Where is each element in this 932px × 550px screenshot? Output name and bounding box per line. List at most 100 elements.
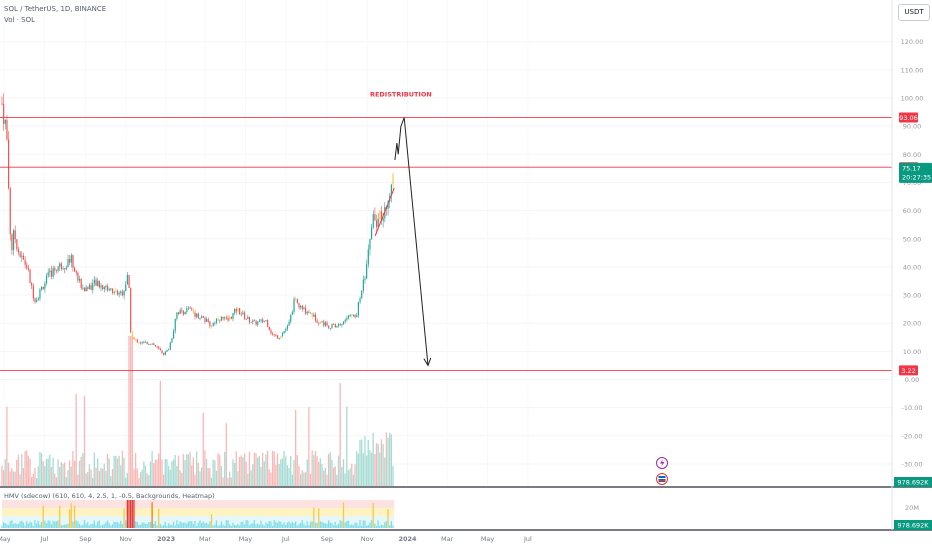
candle-body (95, 279, 97, 286)
indicator-bar (364, 520, 366, 528)
indicator-bar (219, 525, 221, 528)
volume-bar (92, 477, 94, 486)
volume-bar (377, 444, 379, 486)
time-tick-label: May (0, 535, 11, 543)
volume-bar (123, 457, 125, 486)
volume-bar (111, 469, 114, 486)
indicator-bar (176, 520, 178, 528)
volume-bar (243, 453, 246, 486)
candle-body (105, 285, 107, 288)
indicator-bar (258, 524, 260, 528)
projection-drawing[interactable] (394, 117, 432, 367)
volume-bar (276, 453, 279, 486)
indicator-bar (143, 522, 145, 528)
candle-body (245, 318, 247, 320)
candle-body (234, 309, 236, 313)
volume-bar (4, 459, 6, 486)
volume-bar (379, 452, 381, 486)
time-tick-label: 2023 (157, 535, 175, 543)
candle-body (128, 275, 130, 288)
candle-body (375, 220, 378, 228)
candle-body (67, 259, 69, 268)
indicator-bar (260, 520, 262, 528)
candle-body (113, 292, 115, 293)
candle-body (131, 332, 133, 339)
candle-body (390, 184, 392, 196)
candle-body (346, 318, 348, 320)
indicator-bar (278, 521, 280, 528)
indicator-bar (293, 522, 295, 528)
volume-bar (1, 465, 3, 486)
rising-support-trendline[interactable] (374, 187, 395, 237)
candle-body (285, 329, 287, 331)
lightning-icon[interactable] (656, 457, 668, 469)
indicator-bar (235, 525, 237, 528)
candle-body (392, 173, 394, 185)
indicator-bar (303, 523, 305, 528)
volume-bar (37, 466, 39, 486)
volume-bar (88, 464, 91, 486)
volume-bar (313, 455, 315, 486)
indicator-bar (67, 523, 69, 528)
candle-body (149, 343, 152, 345)
indicator-bar (64, 524, 66, 528)
candle-body (17, 249, 20, 253)
symbol-title[interactable]: SOL / TetherUS, 1D, BINANCE (4, 5, 107, 13)
redistribution-annotation[interactable]: REDISTRIBUTION (370, 91, 432, 99)
indicator-bar (44, 520, 46, 528)
candle-body (293, 298, 295, 313)
indicator-bar (192, 524, 194, 528)
candle-body (187, 307, 190, 309)
candle-body (374, 214, 376, 221)
time-tick-label: May (239, 535, 253, 543)
volume-bar (29, 458, 31, 486)
indicator-bar (37, 520, 39, 528)
volume-indicator-label[interactable]: Vol · SOL (4, 16, 36, 24)
indicator-bar (9, 521, 11, 528)
candle-body (303, 307, 305, 309)
time-tick-label: Mar (199, 535, 212, 543)
indicator-bar (126, 500, 128, 528)
hmv-indicator-label[interactable]: HMV (sdecow) (610, 610, 4, 2.5, 1, -0.5,… (4, 492, 215, 500)
price-axis[interactable]: 120.00 110.00 100.00 90.00 80.00 70.00 60.00 50… (901, 38, 924, 468)
indicator-bar (148, 521, 150, 528)
horizontal-levels[interactable] (0, 117, 892, 371)
indicator-bar (342, 502, 345, 528)
volume-bar (204, 450, 206, 486)
indicator-bar (271, 525, 274, 528)
indicator-bar (280, 521, 282, 528)
volume-bar (54, 473, 56, 486)
indicator-bar (207, 524, 209, 528)
indicator-bar (47, 520, 49, 528)
candle-body (78, 278, 81, 281)
volume-bar (7, 462, 10, 486)
currency-button[interactable]: USDT (898, 4, 930, 21)
indicator-bar (163, 524, 165, 528)
indicator-bar (232, 522, 234, 528)
candle-body (201, 316, 203, 318)
candle-body (326, 322, 328, 326)
indicator-bar (7, 524, 10, 528)
volume-bar (108, 458, 110, 486)
candle-body (1, 103, 3, 105)
flag-icon[interactable] (656, 473, 668, 485)
trendline[interactable] (374, 187, 395, 237)
projection-path[interactable] (394, 117, 429, 366)
indicator-bar (243, 524, 246, 528)
candle-body (212, 323, 214, 327)
volume-bar (280, 459, 282, 486)
candle-body (280, 336, 282, 339)
indicator-bar (199, 520, 201, 528)
candle-body (138, 342, 140, 344)
volume-bar (159, 380, 161, 486)
candle-body (82, 287, 84, 289)
time-axis[interactable]: May Jul Sep Nov 2023 Mar May Jul Sep Nov 2024 Mar Ma… (0, 535, 532, 543)
volume-bar (334, 466, 336, 486)
indicator-bar (229, 524, 231, 528)
volume-bar (227, 477, 229, 486)
volume-bar (194, 474, 196, 486)
candle-body (11, 234, 13, 251)
indicator-bar (50, 524, 53, 528)
candle-body (352, 314, 355, 316)
